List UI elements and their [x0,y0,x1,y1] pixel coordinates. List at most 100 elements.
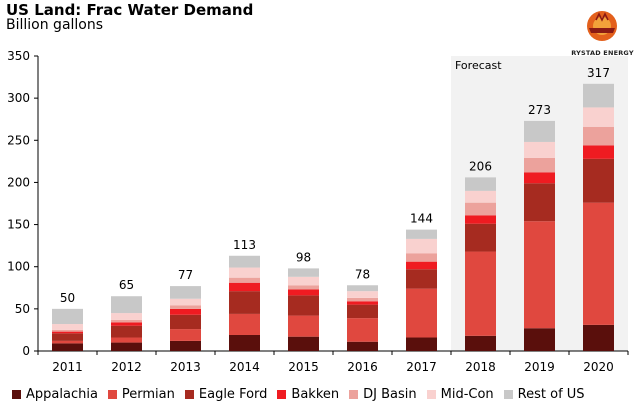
bar-segment-eagle-ford [288,295,319,316]
legend-label: Appalachia [26,386,98,402]
bar-segment-eagle-ford [229,291,260,314]
bar-segment-mid-con [406,238,437,254]
y-tick-label: 0 [22,344,30,358]
bar-segment-bakken [524,172,555,184]
bar-segment-rest-of-us [406,229,437,239]
logo-text: RYSTAD ENERGY [571,49,634,57]
bar-segment-eagle-ford [111,325,142,338]
chart-title: US Land: Frac Water Demand [6,1,254,19]
legend-item: Eagle Ford [184,386,268,402]
y-tick-label: 300 [7,91,30,105]
x-tick-label: 2018 [465,360,496,374]
y-tick-label: 150 [7,218,30,232]
bar-segment-appalachia [347,341,378,351]
x-tick-label: 2016 [347,360,378,374]
bar-segment-bakken [583,145,614,159]
logo-icon [587,11,617,41]
total-label: 78 [355,267,370,281]
x-tick-label: 2020 [583,360,614,374]
total-label: 98 [296,250,311,264]
bar-segment-appalachia [229,334,260,351]
legend-swatch [184,389,194,399]
bar-segment-dj-basin [406,253,437,262]
bar-segment-mid-con [288,276,319,286]
y-tick-label: 200 [7,175,30,189]
bar-segment-permian [406,288,437,338]
bar-segment-mid-con [111,313,142,320]
bar-segment-rest-of-us [465,177,496,191]
bar-segment-dj-basin [52,329,83,332]
rystad-energy-logo: RYSTAD ENERGY [565,6,640,62]
x-tick-label: 2017 [406,360,437,374]
bar-segment-permian [229,313,260,335]
total-label: 50 [60,291,75,305]
y-tick-label: 350 [7,49,30,63]
total-label: 113 [233,238,256,252]
legend-item: Bakken [277,387,339,402]
x-tick-label: 2019 [524,360,555,374]
x-tick-label: 2015 [288,360,319,374]
bar-segment-eagle-ford [52,333,83,341]
bar-segment-rest-of-us [288,268,319,277]
y-tick-label: 100 [7,260,30,274]
y-tick-label: 250 [7,133,30,147]
bar-segment-bakken [229,282,260,292]
bar-segment-mid-con [524,141,555,158]
bar-segment-dj-basin [170,305,201,309]
bar-segment-dj-basin [288,285,319,290]
bar-segment-appalachia [406,337,437,351]
total-label: 273 [528,103,551,117]
bar-segment-permian [347,318,378,342]
bar-segment-dj-basin [524,157,555,173]
bar-segment-appalachia [465,335,496,351]
bar-segment-permian [52,340,83,344]
legend-swatch [503,389,513,399]
bar-segment-bakken [52,331,83,334]
bar-segment-mid-con [52,324,83,330]
legend-swatch [349,389,359,399]
bar-segment-bakken [465,215,496,224]
frac-water-bar-chart: Forecast 0 50 100 150 200 250 300 350 50 2011 65 201… [7,49,629,374]
x-tick-label: 2014 [229,360,260,374]
bar-segment-eagle-ford [583,158,614,203]
total-label: 65 [119,278,134,292]
forecast-label: Forecast [455,59,502,72]
legend-item: Rest of US [503,386,585,402]
bar-segment-permian [583,202,614,325]
bar-segment-bakken [406,261,437,270]
x-tick-label: 2011 [52,360,83,374]
bar-segment-bakken [170,308,201,315]
legend-swatch [277,389,287,399]
bar-segment-dj-basin [229,277,260,283]
bar-segment-appalachia [288,336,319,351]
bar-segment-dj-basin [465,202,496,216]
bar-segment-eagle-ford [465,223,496,252]
bar-segment-mid-con [347,291,378,298]
bar-segment-rest-of-us [347,285,378,292]
legend-swatch [426,389,436,399]
bar-segment-appalachia [170,340,201,351]
legend-label: Bakken [291,386,340,402]
x-tick-label: 2013 [170,360,201,374]
bar-segment-rest-of-us [111,296,142,314]
bar-segment-bakken [288,289,319,296]
legend-item: Appalachia [12,387,98,402]
legend-label: Permian [121,386,175,402]
bar-segment-appalachia [111,342,142,351]
legend-label: Rest of US [517,386,585,402]
legend-label: Eagle Ford [198,386,268,402]
total-label: 317 [587,66,610,80]
bar-segment-permian [288,315,319,337]
legend-swatch [107,389,117,399]
bar-segment-mid-con [465,190,496,203]
bar-segment-eagle-ford [406,269,437,289]
bar-segment-eagle-ford [347,304,378,319]
bar-segment-dj-basin [111,319,142,323]
x-tick-label: 2012 [111,360,142,374]
bar-segment-permian [111,337,142,343]
chart-legend: Appalachia Permian Eagle Ford Bakken DJ Basi… [12,384,595,404]
bar-segment-rest-of-us [524,120,555,142]
bar-segment-appalachia [583,324,614,351]
total-label: 206 [469,159,492,173]
legend-swatch [12,389,21,399]
